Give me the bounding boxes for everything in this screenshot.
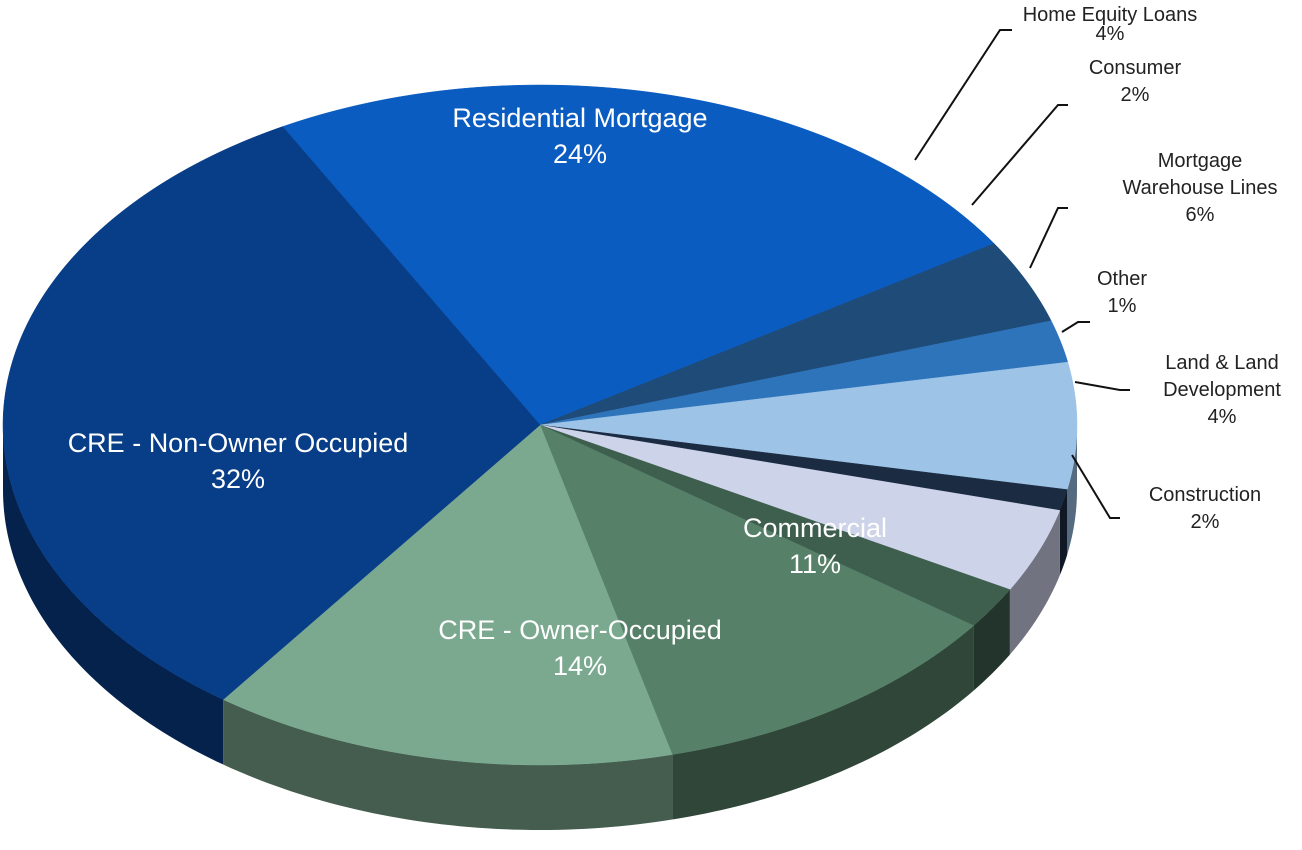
category-label: CRE - Non-Owner Occupied [67,428,409,458]
category-label: Consumer [1088,57,1182,79]
pie-slice-side [1067,425,1077,555]
pie-slice-side [1059,489,1068,576]
data-label: Commercial 11% [743,510,887,583]
pie-slice [282,84,995,426]
value-label: 4% [1207,406,1237,428]
leader-line [1071,454,1120,519]
pie-slice [539,424,1061,590]
category-label: CRE - Owner-Occupied [438,615,722,645]
data-label: Home Equity Loans 4% [980,2,1240,48]
value-label: 32% [210,464,266,495]
leader-line [914,29,1012,161]
value-label: 2% [1190,511,1220,533]
leader-line [1074,381,1130,391]
value-label: 11% [788,549,842,580]
data-label: Construction 2% [1125,482,1285,536]
leader-line [1029,207,1068,269]
data-label: Residential Mortgage 24% [452,100,707,173]
pie-slice [539,361,1078,490]
category-label: Home Equity Loans [1022,4,1198,26]
value-label: 24% [552,139,608,170]
pie-slice-side [973,589,1010,691]
category-label: Construction [1148,484,1262,506]
value-label: 1% [1107,295,1137,317]
data-label: Mortgage Warehouse Lines 6% [1105,148,1295,229]
value-label: 4% [1095,23,1125,45]
pie-slice [222,424,673,766]
value-label: 6% [1185,204,1215,226]
category-label: Land & Land Development [1163,352,1281,401]
pie-slice [539,243,1052,426]
category-label: Commercial [742,513,888,543]
data-label: CRE - Non-Owner Occupied 32% [68,425,409,498]
pie-slice-side [1009,510,1060,655]
leader-line [971,104,1068,206]
category-label: Other [1096,268,1148,290]
leader-line [1061,321,1090,333]
value-label: 2% [1120,84,1150,106]
pie-slice [539,424,975,755]
pie-slice [539,320,1069,426]
data-label: Consumer 2% [1055,55,1215,109]
pie-slice [539,424,1011,626]
pie-slice-side [223,699,673,830]
data-label: CRE - Owner-Occupied 14% [438,612,722,685]
value-label: 14% [552,651,608,682]
data-label: Land & Land Development 4% [1147,350,1297,431]
pie-slice-side [3,425,224,765]
category-label: Residential Mortgage [452,103,708,133]
pie-slice-side [672,625,974,820]
data-label: Other 1% [1062,266,1182,320]
pie-slice [2,126,541,700]
category-label: Mortgage Warehouse Lines [1122,150,1278,199]
